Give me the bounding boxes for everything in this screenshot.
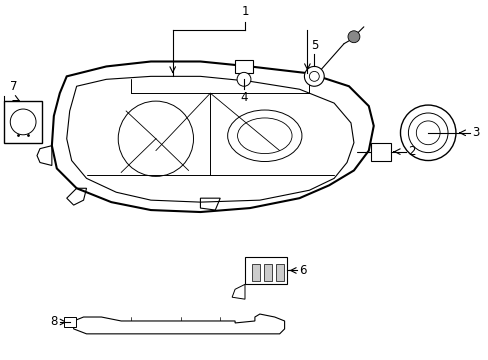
Polygon shape <box>232 284 244 299</box>
Circle shape <box>347 31 359 43</box>
Bar <box>4 101 42 143</box>
Text: 6: 6 <box>299 264 306 277</box>
Text: 2: 2 <box>407 145 415 158</box>
Bar <box>263 264 271 282</box>
Bar <box>63 317 76 327</box>
Bar <box>251 264 259 282</box>
Text: 4: 4 <box>240 91 247 104</box>
Circle shape <box>304 67 324 86</box>
Circle shape <box>400 105 455 161</box>
Text: 1: 1 <box>241 5 248 18</box>
Bar <box>244 257 286 284</box>
Bar <box>235 59 252 73</box>
Text: 5: 5 <box>310 39 317 51</box>
Bar <box>370 143 390 161</box>
Polygon shape <box>74 314 284 334</box>
Bar <box>275 264 283 282</box>
Text: 8: 8 <box>50 315 58 328</box>
Text: 3: 3 <box>471 126 478 139</box>
Circle shape <box>237 72 250 86</box>
Text: 7: 7 <box>10 80 18 93</box>
